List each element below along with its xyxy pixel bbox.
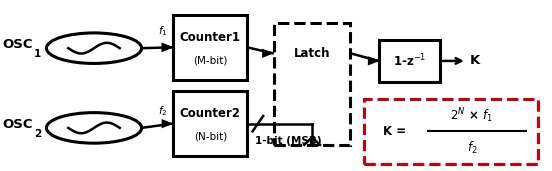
Text: 1: 1 bbox=[34, 49, 41, 59]
Bar bbox=[364, 99, 538, 163]
Text: 2: 2 bbox=[34, 129, 41, 139]
Text: Counter2: Counter2 bbox=[180, 108, 241, 121]
Text: (M-bit): (M-bit) bbox=[193, 55, 227, 65]
Text: 1-bit (MSB): 1-bit (MSB) bbox=[255, 136, 322, 146]
Text: Counter1: Counter1 bbox=[180, 31, 241, 44]
Bar bbox=[379, 40, 440, 82]
Text: (N-bit): (N-bit) bbox=[194, 131, 227, 142]
Bar bbox=[173, 15, 247, 80]
Text: K =: K = bbox=[384, 125, 407, 138]
Text: OSC: OSC bbox=[3, 38, 33, 51]
Text: K: K bbox=[469, 54, 480, 67]
Text: $f_2$: $f_2$ bbox=[158, 104, 167, 118]
Text: 1-z$^{-1}$: 1-z$^{-1}$ bbox=[393, 53, 427, 69]
Text: $f_2$: $f_2$ bbox=[466, 140, 477, 156]
Bar bbox=[274, 23, 351, 145]
Text: $2^N$ × $f_1$: $2^N$ × $f_1$ bbox=[450, 107, 493, 125]
Text: Latch: Latch bbox=[294, 47, 330, 60]
Polygon shape bbox=[368, 56, 379, 65]
Polygon shape bbox=[162, 119, 173, 128]
Text: $f_1$: $f_1$ bbox=[158, 24, 168, 38]
Polygon shape bbox=[162, 43, 173, 52]
Bar bbox=[173, 91, 247, 156]
Text: OSC: OSC bbox=[3, 118, 33, 131]
Polygon shape bbox=[262, 49, 274, 58]
Polygon shape bbox=[162, 43, 173, 52]
